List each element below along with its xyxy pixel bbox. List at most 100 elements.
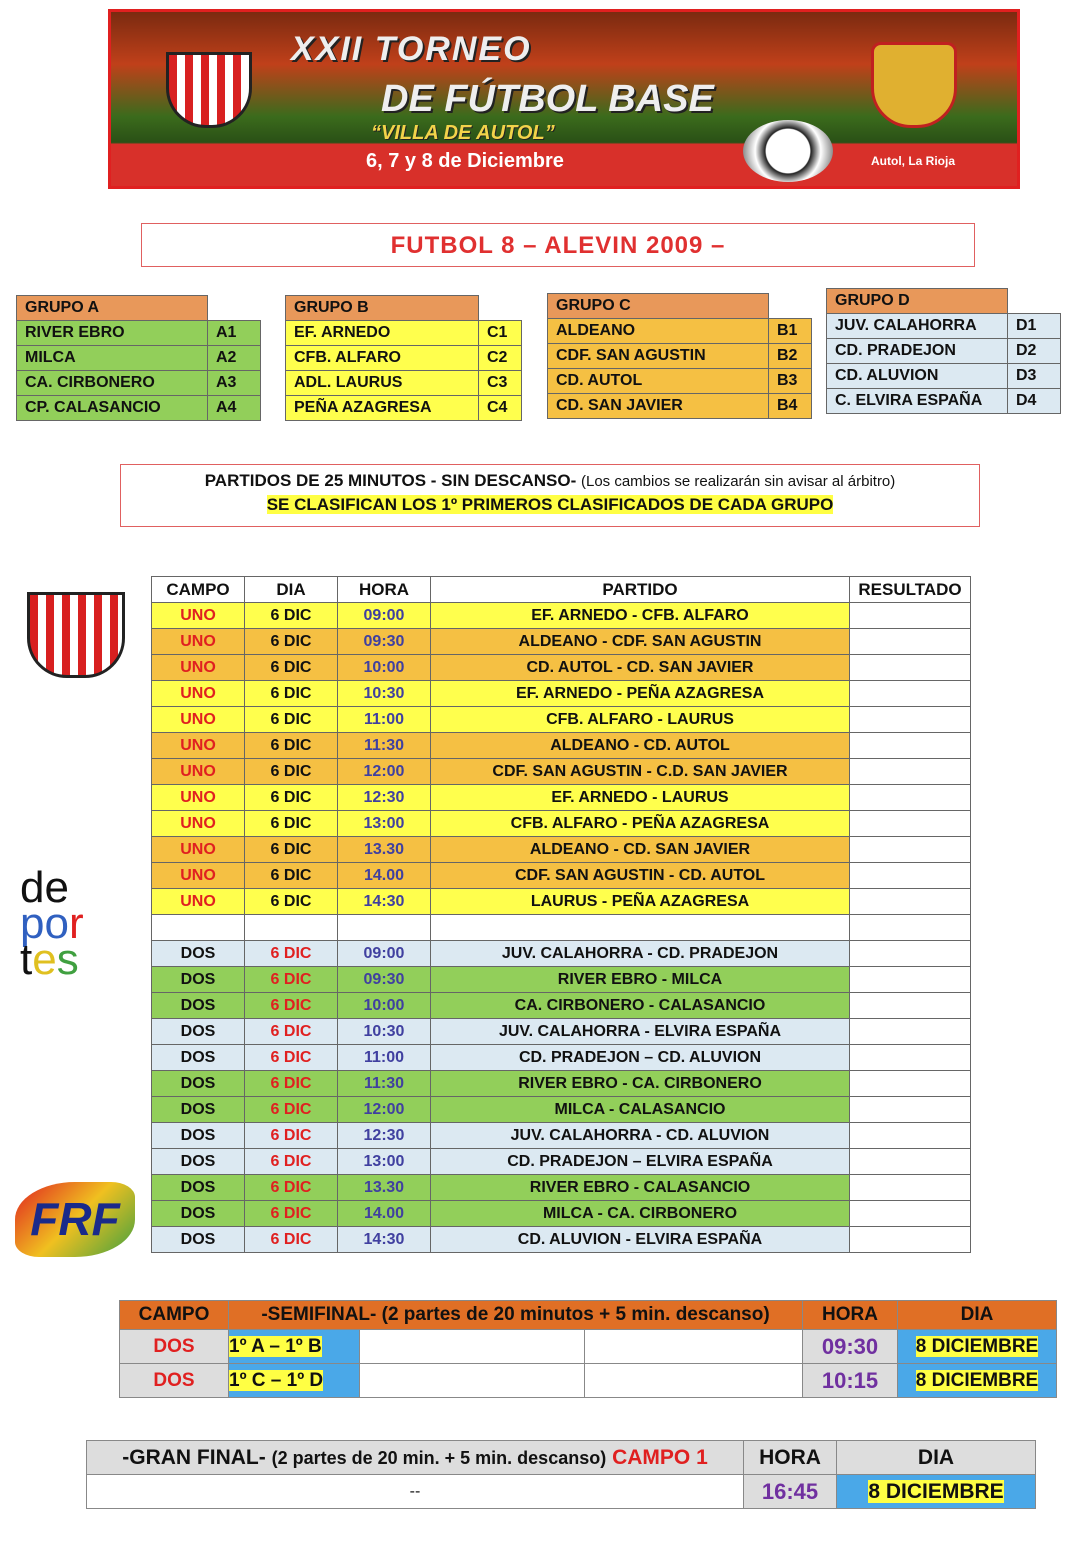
match-dia: 6 DIC <box>244 1200 338 1227</box>
match-resultado[interactable] <box>849 1070 971 1097</box>
col-dia: DIA <box>244 576 338 603</box>
match-notes: PARTIDOS DE 25 MINUTOS - SIN DESCANSO- (… <box>120 464 980 527</box>
match-resultado[interactable] <box>849 1044 971 1071</box>
match-partido: ALDEANO - CD. AUTOL <box>430 732 850 759</box>
match-resultado[interactable] <box>849 1148 971 1175</box>
match-campo: DOS <box>151 1122 245 1149</box>
match-partido: MILCA - CA. CIRBONERO <box>430 1200 850 1227</box>
match-hora: 14.00 <box>337 862 431 889</box>
match-hora: 11:30 <box>337 1070 431 1097</box>
match-resultado[interactable] <box>849 1096 971 1123</box>
match-partido: CFB. ALFARO - PEÑA AZAGRESA <box>430 810 850 837</box>
col-partido: PARTIDO <box>430 576 850 603</box>
group-row: C. ELVIRA ESPAÑA D4 <box>826 388 1061 414</box>
match-resultado[interactable] <box>849 862 971 889</box>
schedule-row: DOS 6 DIC 10:00 CA. CIRBONERO - CALASANC… <box>151 992 971 1019</box>
group-name: GRUPO D <box>826 288 1008 314</box>
col-campo: CAMPO <box>151 576 245 603</box>
match-partido: CD. PRADEJON – CD. ALUVION <box>430 1044 850 1071</box>
match-resultado[interactable] <box>849 706 971 733</box>
match-dia: 6 DIC <box>244 784 338 811</box>
page-title: FUTBOL 8 – ALEVIN 2009 – <box>141 223 975 267</box>
team-code: A1 <box>207 320 261 346</box>
match-resultado[interactable] <box>849 628 971 655</box>
semi-hora: 09:30 <box>802 1329 898 1364</box>
club-logo-side <box>27 592 125 678</box>
match-resultado[interactable] <box>849 1174 971 1201</box>
semi-dia: 8 DICIEMBRE <box>915 1335 1039 1357</box>
match-campo: UNO <box>151 732 245 759</box>
team-code: D3 <box>1007 363 1061 389</box>
match-resultado[interactable] <box>849 992 971 1019</box>
team-code: A4 <box>207 395 261 421</box>
semifinal-table: CAMPO -SEMIFINAL- (2 partes de 20 minuto… <box>119 1300 1057 1398</box>
match-resultado[interactable] <box>849 836 971 863</box>
group-row: CP. CALASANCIO A4 <box>16 395 261 421</box>
match-campo: DOS <box>151 1018 245 1045</box>
town-crest-icon <box>871 42 957 128</box>
team-name: RIVER EBRO <box>16 320 208 346</box>
team-code: B1 <box>768 318 812 344</box>
team-name: ADL. LAURUS <box>285 370 479 396</box>
match-partido: CD. ALUVION - ELVIRA ESPAÑA <box>430 1226 850 1253</box>
match-partido: JUV. CALAHORRA - CD. PRADEJON <box>430 940 850 967</box>
team-name: CD. ALUVION <box>826 363 1008 389</box>
match-hora: 12:30 <box>337 1122 431 1149</box>
match-resultado[interactable] <box>849 1122 971 1149</box>
match-resultado[interactable] <box>849 1226 971 1253</box>
match-dia: 6 DIC <box>244 836 338 863</box>
team-code: A3 <box>207 370 261 396</box>
schedule-row: UNO 6 DIC 13.30 ALDEANO - CD. SAN JAVIER <box>151 836 971 863</box>
semi-col-campo: CAMPO <box>119 1300 229 1330</box>
match-campo: DOS <box>151 1044 245 1071</box>
semi-blank <box>359 1329 585 1364</box>
match-campo: UNO <box>151 706 245 733</box>
match-resultado[interactable] <box>849 810 971 837</box>
schedule-row: DOS 6 DIC 09:00 JUV. CALAHORRA - CD. PRA… <box>151 940 971 967</box>
match-partido: MILCA - CALASANCIO <box>430 1096 850 1123</box>
semi-col-title: -SEMIFINAL- (2 partes de 20 minutos + 5 … <box>228 1300 803 1330</box>
group-row: JUV. CALAHORRA D1 <box>826 313 1061 339</box>
match-hora: 11:00 <box>337 1044 431 1071</box>
match-resultado[interactable] <box>849 914 971 941</box>
group-name: GRUPO A <box>16 295 208 321</box>
match-resultado[interactable] <box>849 732 971 759</box>
match-resultado[interactable] <box>849 940 971 967</box>
banner-dates: 6, 7 y 8 de Diciembre <box>366 150 564 172</box>
team-name: ALDEANO <box>547 318 769 344</box>
team-code: D1 <box>1007 313 1061 339</box>
schedule-header: CAMPO DIA HORA PARTIDO RESULTADO <box>151 576 971 603</box>
match-hora: 11:00 <box>337 706 431 733</box>
match-campo: DOS <box>151 1148 245 1175</box>
match-resultado[interactable] <box>849 784 971 811</box>
banner-line1: XXII TORNEO <box>291 30 532 68</box>
team-name: C. ELVIRA ESPAÑA <box>826 388 1008 414</box>
match-partido: RIVER EBRO - MILCA <box>430 966 850 993</box>
match-resultado[interactable] <box>849 888 971 915</box>
group-row: EF. ARNEDO C1 <box>285 320 522 346</box>
match-hora: 13:00 <box>337 810 431 837</box>
group-table: GRUPO B EF. ARNEDO C1 CFB. ALFARO C2 ADL. LAU… <box>285 295 522 421</box>
match-resultado[interactable] <box>849 966 971 993</box>
match-resultado[interactable] <box>849 680 971 707</box>
match-resultado[interactable] <box>849 654 971 681</box>
semi-row: DOS 1º A – 1º B 09:30 8 DICIEMBRE <box>119 1329 1057 1364</box>
match-dia: 6 DIC <box>244 1044 338 1071</box>
semi-row: DOS 1º C – 1º D 10:15 8 DICIEMBRE <box>119 1363 1057 1398</box>
schedule-row: DOS 6 DIC 10:30 JUV. CALAHORRA - ELVIRA … <box>151 1018 971 1045</box>
semi-campo: DOS <box>119 1363 229 1398</box>
match-partido: RIVER EBRO - CA. CIRBONERO <box>430 1070 850 1097</box>
team-code: D4 <box>1007 388 1061 414</box>
group-table: GRUPO C ALDEANO B1 CDF. SAN AGUSTIN B2 CD. AU… <box>547 293 812 419</box>
match-campo: UNO <box>151 602 245 629</box>
match-resultado[interactable] <box>849 1018 971 1045</box>
match-dia: 6 DIC <box>244 654 338 681</box>
banner-line3: “VILLA DE AUTOL” <box>371 122 555 144</box>
match-resultado[interactable] <box>849 602 971 629</box>
match-hora: 10:00 <box>337 992 431 1019</box>
match-resultado[interactable] <box>849 758 971 785</box>
match-partido: LAURUS - PEÑA AZAGRESA <box>430 888 850 915</box>
match-campo: DOS <box>151 966 245 993</box>
match-resultado[interactable] <box>849 1200 971 1227</box>
match-dia: 6 DIC <box>244 1148 338 1175</box>
